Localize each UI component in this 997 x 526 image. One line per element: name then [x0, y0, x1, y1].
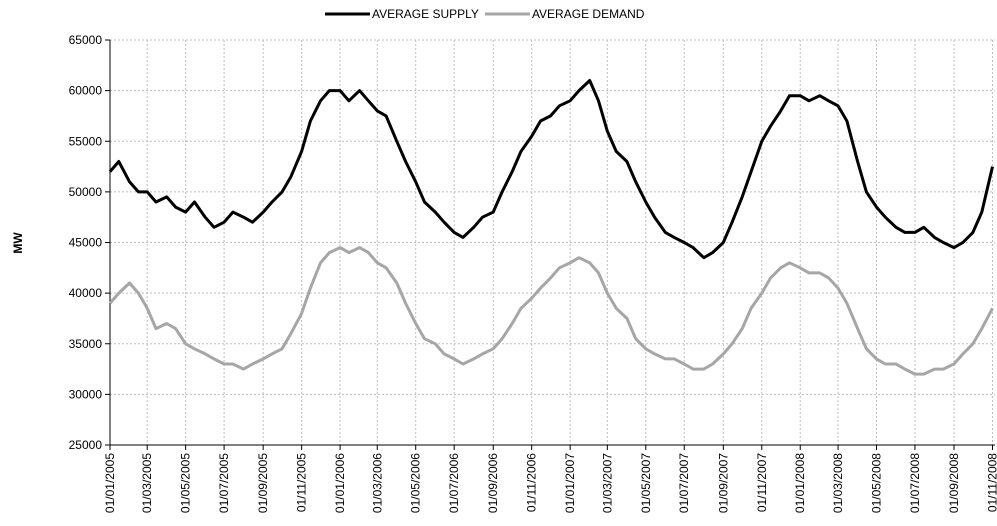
x-tick-label: 01/11/2006 [525, 453, 539, 512]
x-tick-label: 01/11/2005 [295, 453, 309, 512]
x-tick-label: 01/09/2005 [256, 453, 270, 513]
x-tick-label: 01/03/2008 [831, 453, 845, 513]
x-tick-label: 01/05/2008 [869, 453, 883, 513]
x-tick-label: 01/07/2005 [217, 453, 231, 513]
x-tick-label: 01/07/2008 [908, 453, 922, 513]
x-tick-label: 01/01/2006 [333, 453, 347, 513]
y-tick-label: 25000 [69, 438, 103, 452]
legend-label: AVERAGE SUPPLY [372, 7, 479, 21]
data-line [108, 246, 994, 376]
x-tick-label: 01/01/2007 [563, 453, 577, 513]
y-tick-label: 30000 [69, 387, 103, 401]
x-tick-label: 01/03/2006 [370, 453, 384, 513]
x-tick-label: 01/01/2008 [793, 453, 807, 513]
x-tick-label: 01/09/2006 [486, 453, 500, 513]
y-tick-label: 35000 [69, 337, 103, 351]
y-tick-label: 45000 [69, 236, 103, 250]
y-tick-label: 60000 [69, 84, 103, 98]
x-tick-label: 01/07/2007 [677, 453, 691, 513]
y-tick-label: 40000 [69, 286, 103, 300]
x-tick-label: 01/03/2007 [600, 453, 614, 513]
y-tick-label: 65000 [69, 33, 103, 47]
legend-label: AVERAGE DEMAND [532, 7, 645, 21]
x-tick-label: 01/07/2006 [447, 453, 461, 513]
x-tick-label: 01/05/2007 [639, 453, 653, 513]
x-tick-label: 01/05/2005 [179, 453, 193, 513]
x-tick-label: 01/11/2007 [755, 453, 769, 512]
y-tick-label: 55000 [69, 134, 103, 148]
x-tick-label: 01/09/2008 [947, 453, 961, 513]
y-axis-label: MW [11, 232, 25, 254]
x-tick-label: 01/05/2006 [409, 453, 423, 513]
x-tick-label: 01/09/2007 [716, 453, 730, 513]
y-tick-label: 50000 [69, 185, 103, 199]
data-line [108, 79, 994, 260]
x-tick-label: 01/11/2008 [985, 453, 997, 512]
x-tick-label: 01/03/2005 [140, 453, 154, 513]
x-tick-label: 01/01/2005 [103, 453, 117, 513]
